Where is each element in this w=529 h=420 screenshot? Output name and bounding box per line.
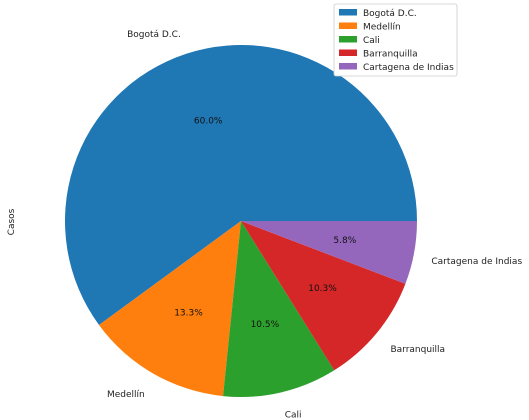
- category-labels: Bogotá D.C. Medellín Cali Barranquilla Carta…: [107, 30, 522, 420]
- percent-label-cali: 10.5%: [251, 320, 280, 330]
- percent-label-barranquilla: 10.3%: [308, 284, 337, 294]
- percent-label-medellin: 13.3%: [174, 309, 203, 319]
- legend-label-medellin: Medellín: [363, 23, 401, 33]
- percent-labels: 60.0% 13.3% 10.5% 10.3% 5.8%: [174, 117, 357, 330]
- legend-label-cali: Cali: [363, 36, 380, 46]
- y-axis-label: Casos: [7, 208, 17, 235]
- pie-slice-barranquilla: [241, 221, 406, 371]
- legend-swatch-medellin: [339, 22, 357, 29]
- pie-slice-bogota-d-c: [64, 45, 417, 325]
- legend: Bogotá D.C. Medellín Cali Barranquilla Carta…: [333, 3, 458, 77]
- pie-slice-medellin: [99, 221, 241, 397]
- percent-label-cartagena-de-indias: 5.8%: [333, 236, 356, 246]
- legend-frame: [333, 3, 458, 77]
- category-label-bogota-d-c: Bogotá D.C.: [127, 30, 181, 40]
- category-label-barranquilla: Barranquilla: [390, 345, 445, 355]
- pie-slice-cartagena-de-indias: [241, 221, 417, 284]
- legend-label-barranquilla: Barranquilla: [363, 50, 418, 60]
- category-label-cali: Cali: [285, 411, 302, 420]
- legend-swatch-cartagena-de-indias: [339, 63, 357, 70]
- legend-label-cartagena-de-indias: Cartagena de Indias: [363, 63, 454, 73]
- category-label-medellin: Medellín: [107, 390, 145, 400]
- pie-slices: [64, 45, 417, 398]
- pie-slice-cali: [223, 221, 335, 398]
- category-label-cartagena-de-indias: Cartagena de Indias: [431, 257, 522, 267]
- percent-label-bogota-d-c: 60.0%: [194, 117, 223, 127]
- legend-swatch-barranquilla: [339, 49, 357, 56]
- legend-label-bogota-d-c: Bogotá D.C.: [363, 9, 417, 19]
- legend-items: Bogotá D.C. Medellín Cali Barranquilla Carta…: [339, 9, 454, 73]
- legend-swatch-cali: [339, 36, 357, 43]
- legend-swatch-bogota-d-c: [339, 9, 357, 16]
